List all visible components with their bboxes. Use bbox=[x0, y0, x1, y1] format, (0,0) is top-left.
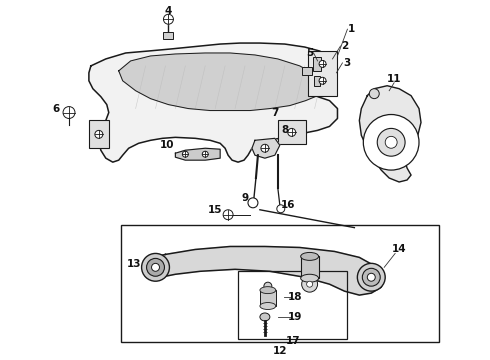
Text: 5: 5 bbox=[306, 48, 313, 58]
Polygon shape bbox=[359, 86, 421, 182]
Bar bbox=[302, 67, 312, 75]
Circle shape bbox=[95, 130, 103, 138]
Circle shape bbox=[151, 264, 159, 271]
Ellipse shape bbox=[260, 287, 276, 294]
Text: 16: 16 bbox=[280, 200, 295, 210]
Text: 13: 13 bbox=[126, 259, 141, 269]
Circle shape bbox=[385, 136, 397, 148]
Text: 17: 17 bbox=[285, 336, 300, 346]
Circle shape bbox=[319, 60, 326, 67]
Circle shape bbox=[147, 258, 165, 276]
Bar bbox=[89, 121, 109, 148]
Circle shape bbox=[369, 89, 379, 99]
Ellipse shape bbox=[301, 274, 318, 282]
Text: 12: 12 bbox=[272, 346, 287, 356]
Text: 10: 10 bbox=[160, 140, 175, 150]
Polygon shape bbox=[147, 247, 384, 295]
Polygon shape bbox=[119, 53, 321, 111]
Polygon shape bbox=[252, 138, 280, 158]
Text: 1: 1 bbox=[348, 24, 355, 34]
Text: 9: 9 bbox=[242, 193, 248, 203]
Polygon shape bbox=[89, 43, 338, 162]
Text: 7: 7 bbox=[271, 108, 278, 117]
Ellipse shape bbox=[301, 252, 318, 260]
Text: 19: 19 bbox=[288, 312, 302, 322]
Circle shape bbox=[261, 144, 269, 152]
Circle shape bbox=[63, 107, 75, 118]
Circle shape bbox=[288, 129, 295, 136]
Circle shape bbox=[164, 14, 173, 24]
Text: 6: 6 bbox=[52, 104, 60, 113]
Text: 18: 18 bbox=[288, 292, 302, 302]
Circle shape bbox=[142, 253, 170, 281]
Bar bbox=[313, 57, 320, 71]
Circle shape bbox=[223, 210, 233, 220]
Circle shape bbox=[302, 276, 318, 292]
Circle shape bbox=[362, 268, 380, 286]
Bar bbox=[238, 271, 347, 339]
Circle shape bbox=[264, 282, 272, 290]
Ellipse shape bbox=[260, 313, 270, 321]
Text: 14: 14 bbox=[392, 244, 406, 255]
Circle shape bbox=[277, 205, 285, 213]
Circle shape bbox=[357, 264, 385, 291]
Text: 4: 4 bbox=[165, 6, 172, 16]
Bar bbox=[314, 76, 319, 86]
Polygon shape bbox=[175, 148, 220, 160]
Bar bbox=[260, 290, 276, 306]
Text: 2: 2 bbox=[341, 41, 348, 51]
Text: 15: 15 bbox=[208, 205, 222, 215]
Bar bbox=[301, 256, 318, 278]
Ellipse shape bbox=[260, 302, 276, 310]
Circle shape bbox=[182, 151, 188, 157]
Circle shape bbox=[377, 129, 405, 156]
Circle shape bbox=[307, 281, 313, 287]
Circle shape bbox=[248, 198, 258, 208]
Bar bbox=[164, 32, 173, 39]
Circle shape bbox=[202, 151, 208, 157]
Bar bbox=[308, 51, 338, 96]
Text: 8: 8 bbox=[281, 125, 289, 135]
Bar bbox=[278, 121, 306, 144]
Circle shape bbox=[368, 273, 375, 281]
Text: 3: 3 bbox=[344, 58, 351, 68]
Bar bbox=[121, 225, 439, 342]
Circle shape bbox=[363, 114, 419, 170]
Circle shape bbox=[319, 77, 326, 84]
Text: 11: 11 bbox=[387, 74, 401, 84]
